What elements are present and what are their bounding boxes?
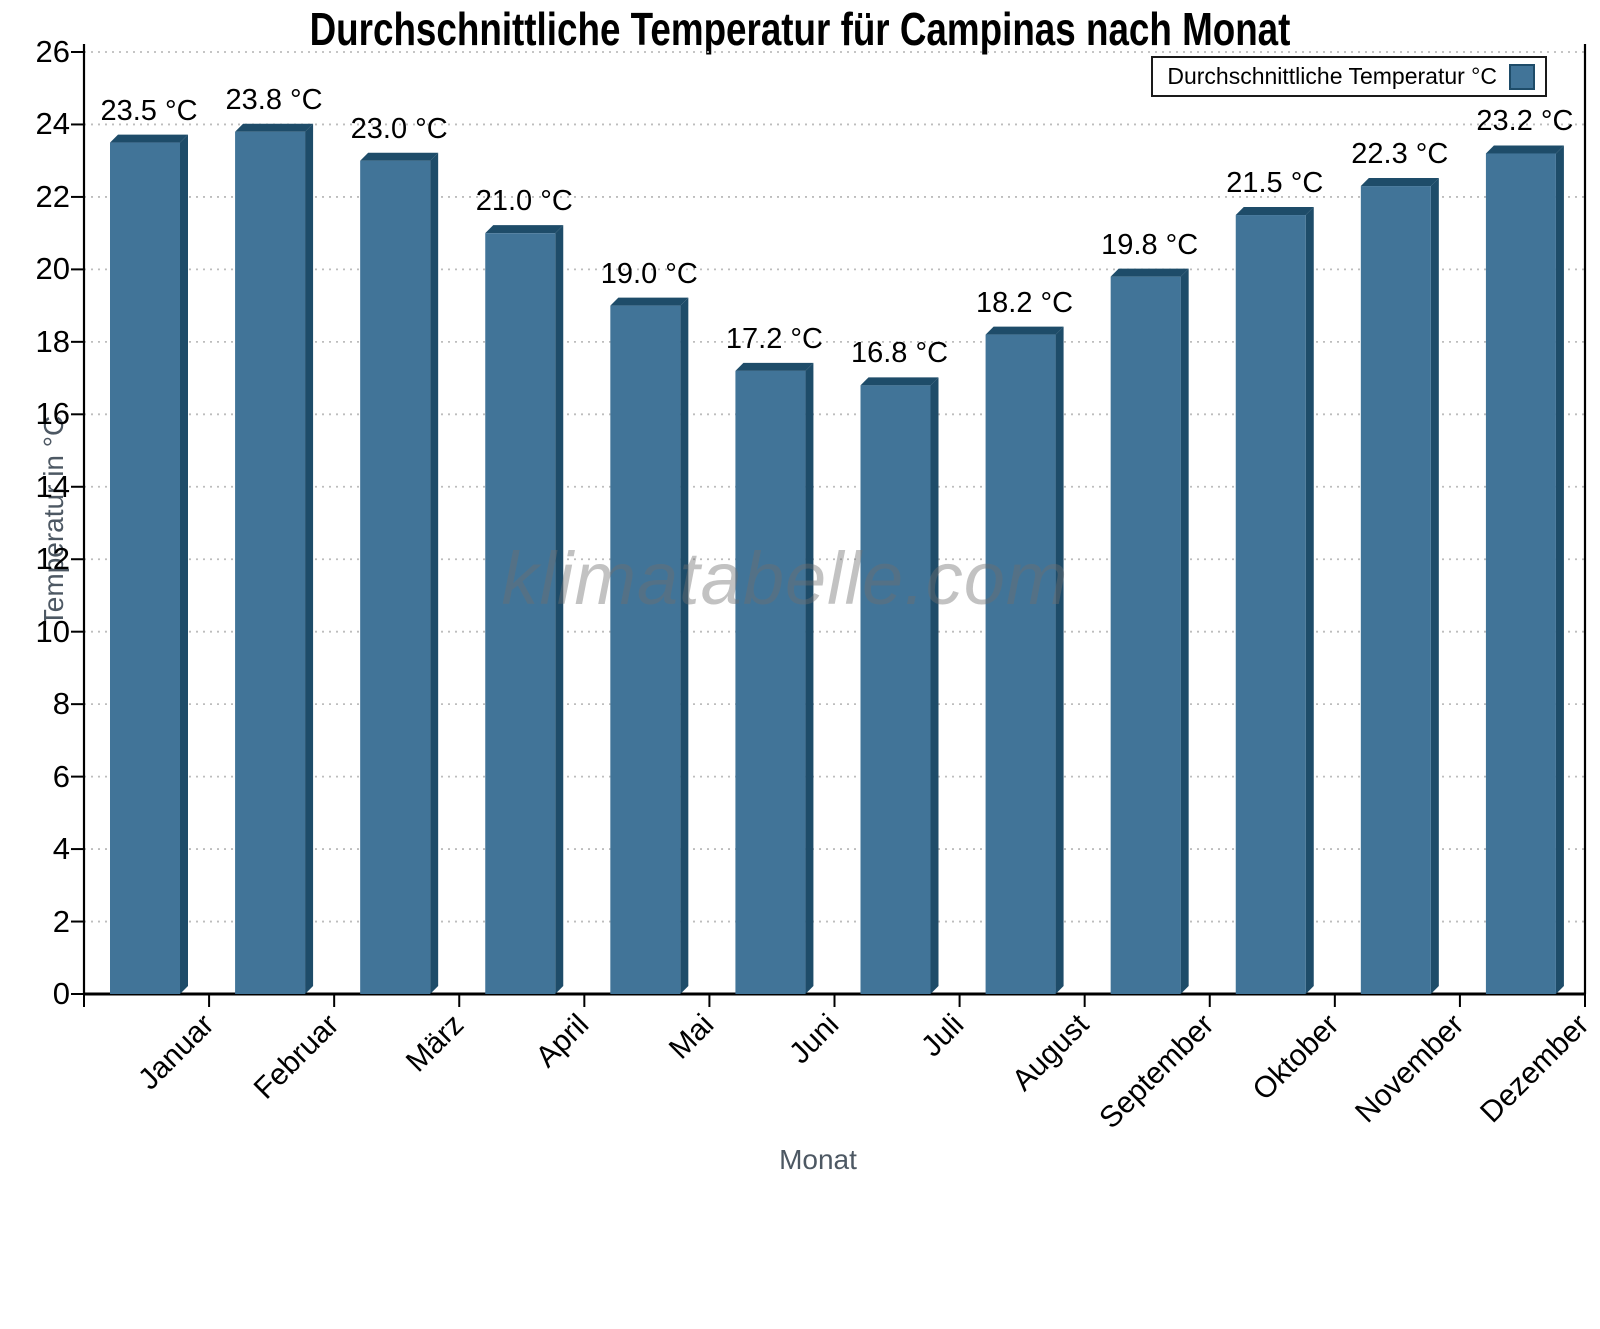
- bar-top-face: [735, 362, 814, 371]
- bar-value-label: 23.2 °C: [1476, 105, 1574, 138]
- chart-title-text: Durchschnittliche Temperatur für Campina…: [309, 3, 1291, 55]
- y-tick-label: 6: [52, 758, 70, 794]
- bar-top-face: [110, 134, 188, 143]
- bar: [1485, 153, 1556, 994]
- y-tick-label: 18: [35, 323, 70, 359]
- bar-right-face: [805, 362, 814, 994]
- plot-area: [71, 44, 1587, 1007]
- bar: [610, 305, 681, 995]
- bar-value-label: 23.8 °C: [225, 83, 323, 116]
- bar-top-face: [360, 152, 439, 161]
- x-axis-title: Monat: [779, 1144, 857, 1175]
- temperature-bar-chart: Durchschnittliche Temperatur für Campina…: [0, 2, 1600, 1175]
- bar: [360, 160, 431, 994]
- y-tick-label: 22: [35, 178, 70, 214]
- bar: [985, 334, 1056, 995]
- bar-right-face: [680, 297, 689, 995]
- bar-value-label: 23.5 °C: [100, 94, 198, 127]
- y-tick-label: 16: [35, 396, 70, 432]
- bar-value-label: 21.5 °C: [1226, 167, 1324, 200]
- y-tick-label: 24: [35, 106, 70, 142]
- bar-right-face: [180, 134, 188, 995]
- bar-right-face: [930, 377, 939, 994]
- bar: [235, 131, 306, 994]
- bar-top-face: [1360, 178, 1439, 187]
- bar: [1110, 276, 1181, 995]
- bar-right-face: [305, 123, 314, 994]
- y-tick-label: 2: [52, 903, 70, 939]
- y-tick-label: 8: [52, 686, 70, 722]
- chart-title: Durchschnittliche Temperatur für Campina…: [0, 2, 1600, 56]
- bar-value-label: 19.8 °C: [1101, 228, 1199, 261]
- y-tick-label: 4: [52, 831, 70, 867]
- bar-right-face: [1305, 207, 1314, 995]
- y-tick-label: 10: [35, 613, 70, 649]
- bar: [110, 142, 180, 995]
- bar-value-label: 17.2 °C: [725, 322, 823, 355]
- bar-top-face: [610, 297, 689, 306]
- legend-label: Durchschnittliche Temperatur °C: [1167, 63, 1497, 89]
- bar: [860, 385, 931, 994]
- bar: [1360, 186, 1431, 995]
- bar: [485, 233, 556, 995]
- bar: [735, 370, 806, 994]
- bar-top-face: [1235, 207, 1314, 216]
- bar-right-face: [1055, 326, 1064, 995]
- legend: Durchschnittliche Temperatur °C: [1151, 56, 1547, 97]
- y-tick-label: 14: [35, 468, 70, 504]
- bar-value-label: 22.3 °C: [1351, 138, 1449, 171]
- y-tick-label: 20: [35, 251, 70, 287]
- bar-value-label: 18.2 °C: [976, 286, 1074, 319]
- bar-top-face: [1110, 268, 1189, 277]
- y-tick-label: 12: [35, 541, 70, 577]
- bar-right-face: [1180, 268, 1189, 995]
- legend-swatch-icon: [1509, 63, 1535, 90]
- bar-value-label: 23.0 °C: [350, 112, 448, 145]
- y-tick-label: 26: [35, 34, 70, 69]
- bar-right-face: [1430, 178, 1439, 995]
- bar-top-face: [485, 225, 564, 234]
- bar-value-label: 16.8 °C: [850, 337, 949, 370]
- bar-right-face: [430, 152, 439, 994]
- bar-top-face: [985, 326, 1064, 335]
- bar-top-face: [860, 377, 939, 386]
- bar-value-label: 21.0 °C: [475, 185, 573, 218]
- bar-top-face: [235, 123, 314, 132]
- y-tick-label: 0: [52, 976, 70, 1011]
- bar-right-face: [555, 225, 564, 995]
- bar: [1235, 215, 1306, 995]
- bar-right-face: [1555, 145, 1564, 994]
- bar-top-face: [1485, 145, 1564, 154]
- bar-value-label: 19.0 °C: [600, 257, 698, 290]
